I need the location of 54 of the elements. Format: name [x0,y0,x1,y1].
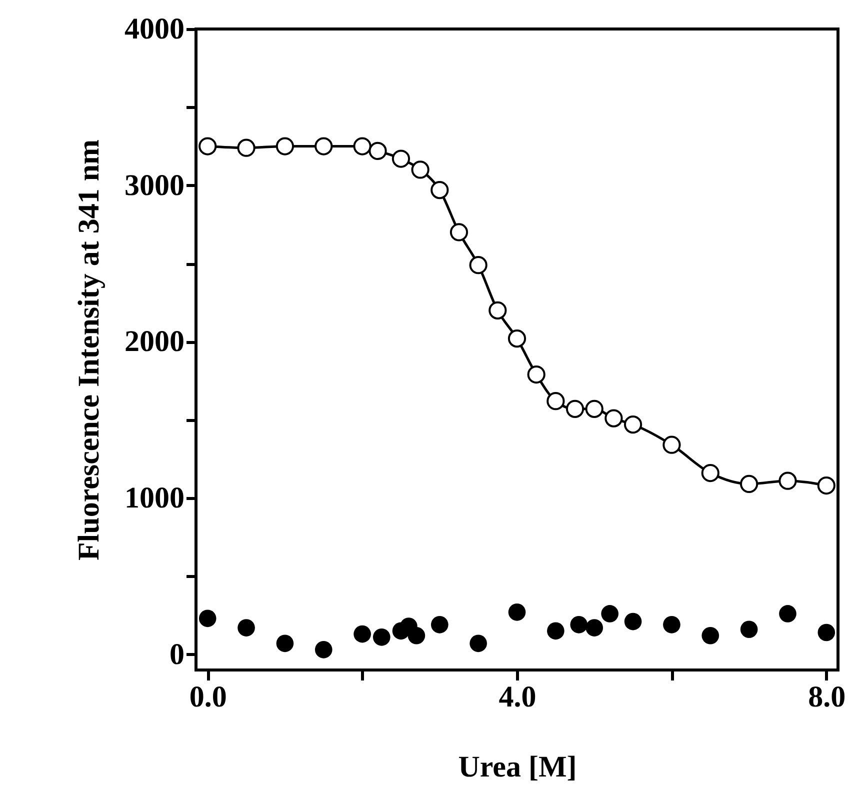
point [817,476,836,495]
point [508,330,526,348]
point [547,622,564,640]
point [527,365,546,384]
point [701,464,720,482]
point [604,409,623,428]
point [430,180,449,200]
y-axis-title: Fluorescence Intensity at 341 nm [72,139,106,561]
point [314,641,332,658]
point [237,138,256,157]
x-tick-label: 0.0 [189,680,227,714]
point [566,400,584,418]
y-tick-label: 1000 [124,482,184,515]
point [238,619,255,636]
point [740,474,758,493]
point [314,137,333,156]
point [470,634,487,652]
point [778,472,797,490]
point [198,610,216,628]
point [372,628,390,646]
point [198,137,217,156]
point [469,256,488,274]
point [740,620,758,638]
point [585,400,604,418]
point [392,150,410,168]
point [546,392,565,410]
point [430,616,448,634]
point [663,616,680,634]
point [624,416,642,434]
point [508,604,526,621]
point [411,160,430,179]
point [368,142,387,160]
point [276,634,294,652]
x-axis-title: Urea [M] [458,750,577,784]
point [779,605,796,622]
point [818,624,836,642]
point [408,626,426,644]
point [488,301,507,320]
point [353,137,372,156]
point [624,612,642,630]
point [601,605,618,622]
y-tick-label: 2000 [124,325,184,358]
point [354,625,371,643]
point [570,616,588,634]
y-tick-label: 3000 [124,168,184,202]
x-tick-label: 8.0 [808,680,846,714]
point [586,619,604,636]
y-tick-label: 4000 [124,12,184,46]
point [662,436,681,454]
x-tick-label: 4.0 [498,680,536,714]
y-tick-label: 0 [170,638,184,671]
point [276,137,294,156]
point [450,223,468,242]
point [702,626,720,644]
